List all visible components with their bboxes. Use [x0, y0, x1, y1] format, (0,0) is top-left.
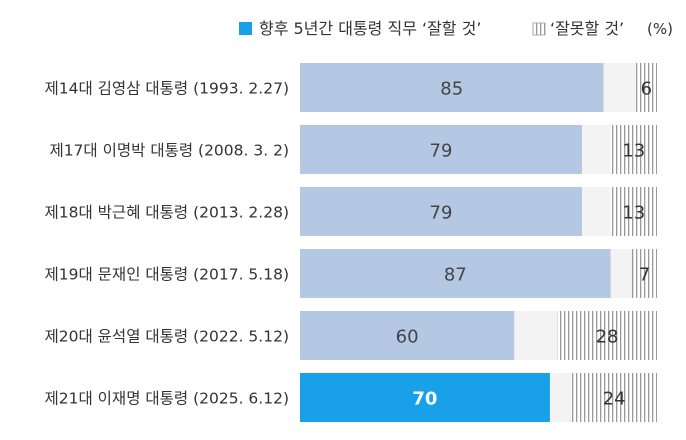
bad-value-label: 13 — [622, 141, 645, 162]
bar-rows: 제14대 김영삼 대통령 (1993. 2.27) 85 6 제17대 이명박 대통령… — [45, 63, 657, 422]
legend-unit: (%) — [647, 20, 673, 38]
legend-bad-swatch — [532, 22, 546, 36]
bad-bar — [610, 187, 657, 236]
good-bar — [300, 187, 583, 236]
category-label: 제19대 문재인 대통령 (2017. 5.18) — [45, 266, 290, 284]
bar-row: 제14대 김영삼 대통령 (1993. 2.27) 85 6 — [45, 63, 657, 112]
bad-bar — [635, 63, 657, 112]
bad-bar — [571, 373, 657, 422]
bad-value-label: 6 — [641, 79, 652, 100]
category-label: 제21대 이재명 대통령 (2025. 6.12) — [45, 390, 290, 408]
good-value-label: 85 — [440, 79, 463, 100]
good-value-label: 79 — [430, 203, 453, 224]
bad-value-label: 28 — [596, 327, 619, 348]
bad-bar — [632, 249, 657, 298]
good-value-label: 60 — [396, 327, 419, 348]
good-value-label: 87 — [444, 265, 467, 286]
bad-value-label: 13 — [622, 203, 645, 224]
bad-value-label: 24 — [603, 389, 626, 410]
bar-row: 제18대 박근혜 대통령 (2013. 2.28) 79 13 — [45, 187, 657, 236]
bad-bar — [557, 311, 657, 360]
bar-row: 제21대 이재명 대통령 (2025. 6.12) 70 24 — [45, 373, 657, 422]
bad-value-label: 7 — [639, 265, 650, 286]
category-label: 제18대 박근혜 대통령 (2013. 2.28) — [45, 204, 290, 222]
bar-row: 제20대 윤석열 대통령 (2022. 5.12) 60 28 — [45, 311, 657, 360]
good-bar — [300, 373, 550, 422]
bad-bar — [610, 125, 657, 174]
category-label: 제14대 김영삼 대통령 (1993. 2.27) — [45, 80, 290, 98]
legend-good-label: 향후 5년간 대통령 직무 ‘잘할 것’ — [259, 19, 481, 38]
legend-bad-label: ‘잘못할 것’ — [550, 19, 624, 38]
good-bar — [300, 63, 604, 112]
good-bar — [300, 125, 583, 174]
good-value-label: 79 — [430, 141, 453, 162]
bar-row: 제19대 문재인 대통령 (2017. 5.18) 87 7 — [45, 249, 657, 298]
good-bar — [300, 249, 611, 298]
category-label: 제20대 윤석열 대통령 (2022. 5.12) — [45, 328, 290, 346]
category-label: 제17대 이명박 대통령 (2008. 3. 2) — [49, 142, 289, 160]
good-bar — [300, 311, 515, 360]
legend: 향후 5년간 대통령 직무 ‘잘할 것’ ‘잘못할 것’ (%) — [239, 19, 673, 38]
bar-row: 제17대 이명박 대통령 (2008. 3. 2) 79 13 — [49, 125, 657, 174]
good-value-label: 70 — [412, 389, 437, 410]
legend-good-swatch — [239, 22, 252, 35]
